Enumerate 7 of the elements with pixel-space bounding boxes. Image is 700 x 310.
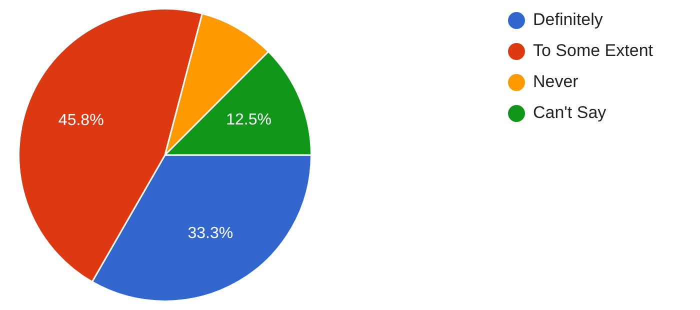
data-label: 12.5% — [226, 112, 272, 129]
data-label: 33.3% — [188, 224, 234, 242]
legend-label: Never — [533, 72, 578, 92]
data-label: 45.8% — [58, 112, 104, 129]
legend-label: Definitely — [533, 10, 603, 30]
legend-label: To Some Extent — [533, 41, 654, 61]
legend-label: Can't Say — [533, 103, 606, 123]
